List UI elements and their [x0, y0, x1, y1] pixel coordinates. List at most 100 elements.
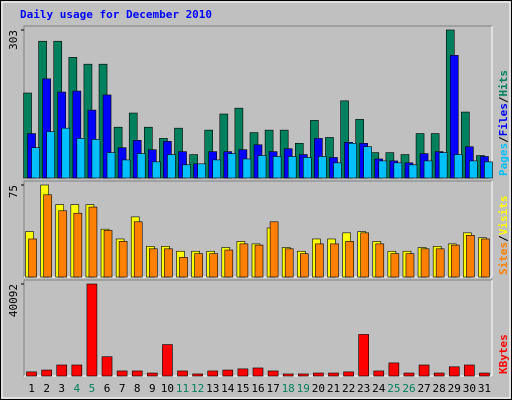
bar [358, 334, 369, 377]
bar [408, 164, 418, 179]
bar [448, 366, 460, 377]
x-tick-label: 3 [58, 382, 65, 395]
bar [479, 372, 490, 377]
bar [118, 241, 128, 278]
bar [373, 370, 385, 377]
bar [179, 257, 188, 278]
y-tick-label: 75 [7, 185, 20, 198]
bar [28, 238, 37, 278]
bar [267, 370, 279, 377]
bar [242, 158, 252, 179]
legend-entry: Files [497, 103, 510, 136]
bar [315, 243, 324, 278]
x-tick-label: 29 [448, 382, 461, 395]
bar [237, 368, 249, 377]
bar [164, 248, 173, 278]
x-tick-label: 26 [402, 382, 415, 395]
x-tick-label: 5 [89, 382, 96, 395]
bar [177, 370, 188, 377]
bar [106, 152, 116, 179]
bar [284, 248, 294, 278]
bar [43, 194, 52, 278]
bar [121, 159, 131, 179]
bar [481, 238, 490, 278]
x-tick-label: 12 [191, 382, 204, 395]
bar [167, 154, 176, 179]
x-tick-label: 18 [282, 382, 295, 395]
bar [197, 163, 206, 179]
bar [88, 206, 98, 278]
bar [26, 371, 37, 377]
bar [420, 248, 430, 278]
bar [147, 372, 158, 377]
bar [469, 160, 478, 179]
bar [363, 146, 372, 179]
bar [272, 156, 282, 179]
bar [318, 156, 327, 179]
bar [360, 232, 369, 278]
bar [348, 143, 357, 179]
bar [345, 241, 354, 278]
legend-separator: / [497, 136, 510, 143]
bar [287, 156, 297, 179]
x-tick-label: 7 [119, 382, 126, 395]
bar [116, 370, 128, 377]
x-tick-label: 28 [433, 382, 446, 395]
bar [209, 253, 219, 278]
bar [103, 230, 113, 278]
x-tick-label: 11 [176, 382, 189, 395]
legend-entry: KBytes [497, 334, 510, 374]
bar [297, 373, 309, 377]
x-tick-label: 30 [463, 382, 476, 395]
legend: KBytes [497, 334, 510, 374]
legend-entry: Hits [497, 70, 510, 97]
bar [252, 367, 264, 377]
bar [131, 370, 143, 377]
bar [73, 212, 83, 278]
bar [91, 139, 101, 179]
x-tick-label: 24 [372, 382, 386, 395]
bar [403, 372, 415, 377]
bar [71, 364, 83, 377]
bar [313, 372, 324, 377]
bar [136, 153, 146, 179]
bar [282, 373, 294, 377]
bar [375, 243, 385, 278]
bar [76, 138, 86, 179]
bar [453, 154, 463, 179]
bar [433, 372, 445, 377]
x-tick-label: 9 [149, 382, 156, 395]
bar [152, 161, 161, 179]
bar [224, 249, 234, 278]
x-tick-label: 15 [236, 382, 249, 395]
bar [133, 221, 143, 278]
bar [61, 127, 71, 179]
bar [212, 159, 222, 179]
x-tick-label: 2 [43, 382, 50, 395]
y-tick-label: 40092 [7, 284, 20, 317]
x-tick-label: 22 [342, 382, 355, 395]
x-tick-label: 20 [312, 382, 325, 395]
bar [299, 253, 309, 278]
x-tick-label: 16 [251, 382, 264, 395]
bar [46, 131, 55, 179]
bar [41, 369, 52, 377]
legend-separator: / [497, 235, 510, 242]
bar [438, 152, 448, 179]
bar [333, 162, 342, 179]
bar [254, 244, 264, 278]
bar [466, 234, 475, 278]
legend-entry: Sites [497, 242, 510, 275]
bar [390, 253, 400, 278]
bar [450, 244, 460, 278]
bar [393, 162, 403, 179]
bar [405, 253, 415, 278]
x-tick-label: 6 [104, 382, 111, 395]
x-tick-label: 10 [161, 382, 174, 395]
bar [330, 243, 339, 278]
bar [269, 221, 279, 278]
x-tick-label: 17 [266, 382, 279, 395]
bar [302, 157, 312, 179]
